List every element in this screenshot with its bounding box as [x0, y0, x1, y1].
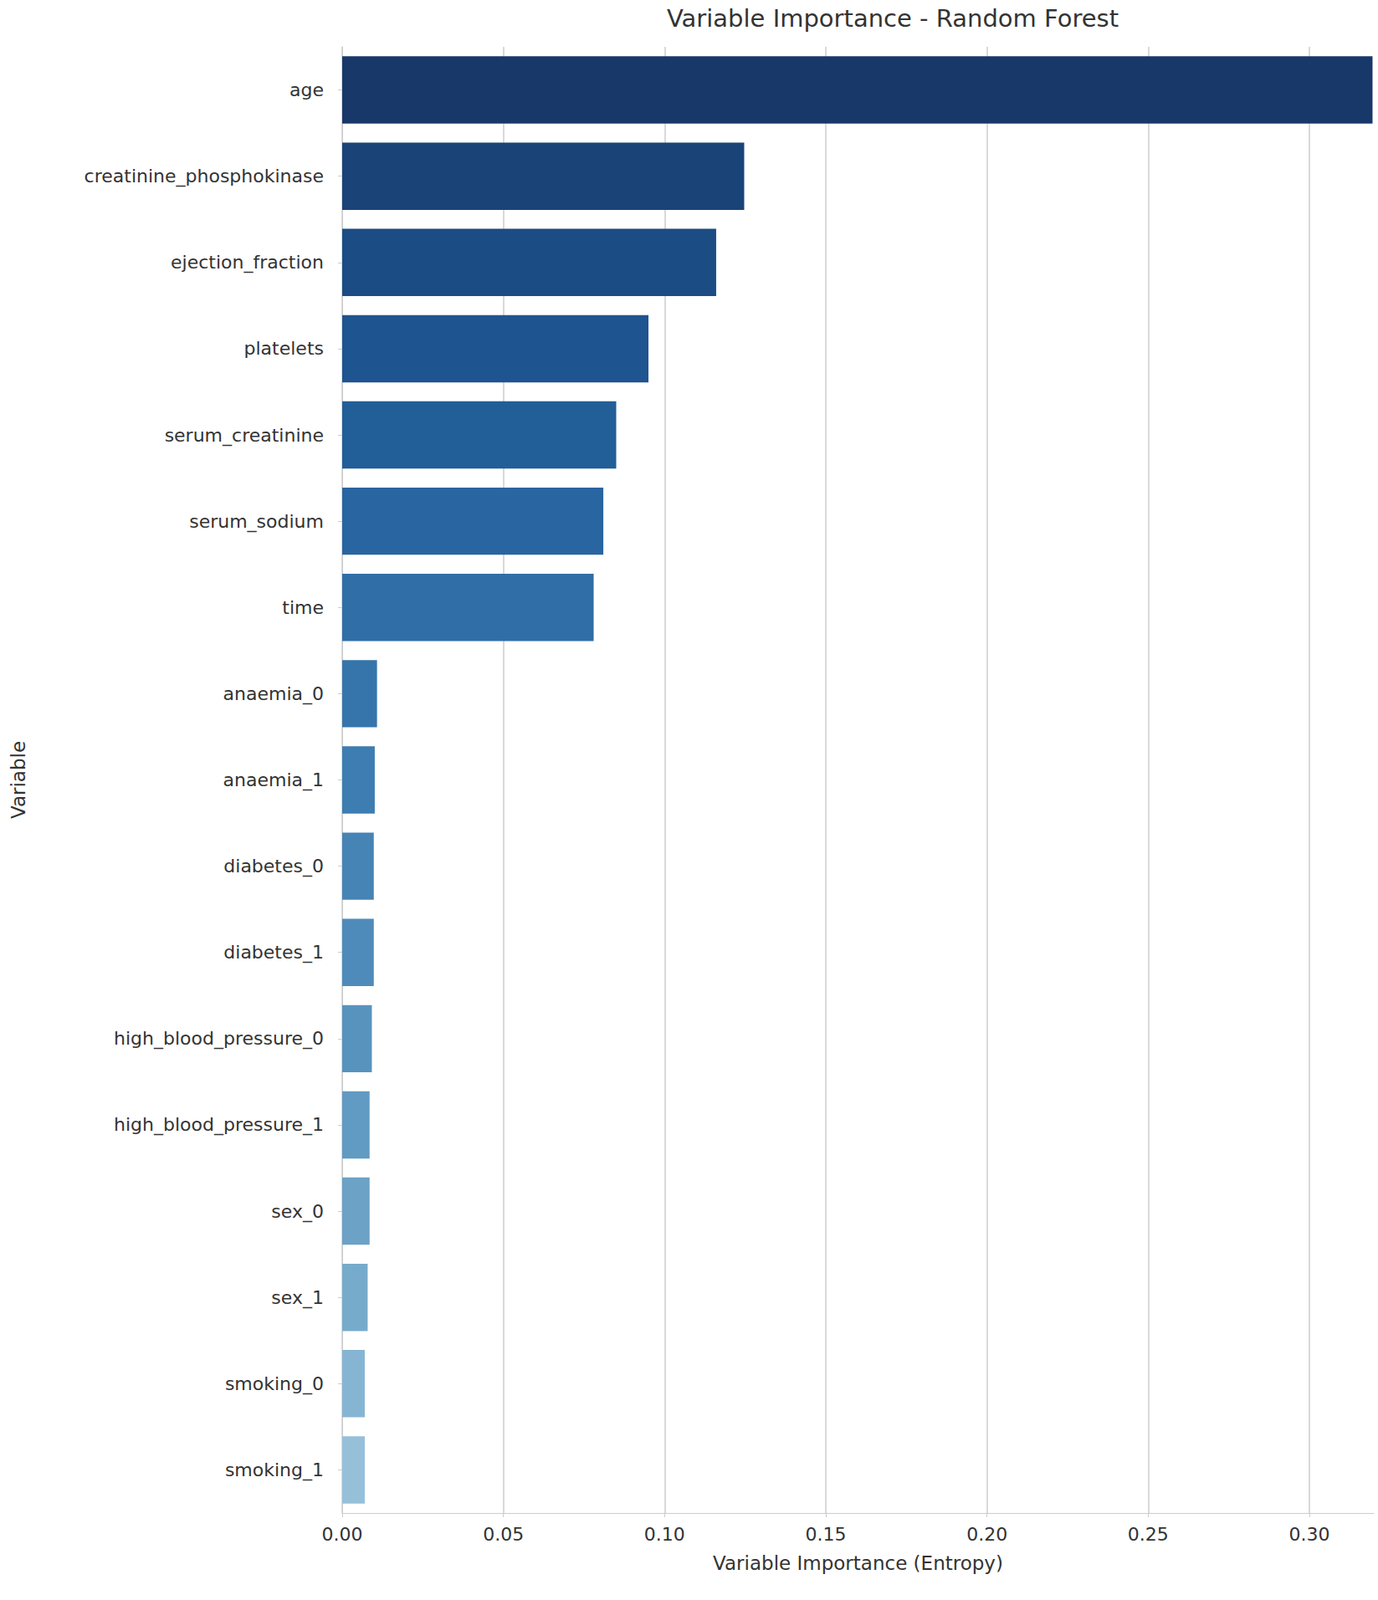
svg-text:Variable: Variable: [7, 741, 30, 820]
svg-text:0.00: 0.00: [322, 1524, 364, 1546]
svg-text:0.10: 0.10: [644, 1524, 686, 1546]
svg-text:0.20: 0.20: [966, 1524, 1008, 1546]
svg-text:0.15: 0.15: [804, 1524, 846, 1546]
svg-text:ejection_fraction: ejection_fraction: [170, 251, 324, 274]
svg-text:serum_creatinine: serum_creatinine: [164, 425, 324, 447]
svg-text:creatinine_phosphokinase: creatinine_phosphokinase: [84, 165, 324, 188]
svg-text:high_blood_pressure_0: high_blood_pressure_0: [113, 1028, 324, 1051]
svg-text:0.25: 0.25: [1127, 1524, 1169, 1546]
svg-text:sex_1: sex_1: [271, 1287, 324, 1310]
svg-text:platelets: platelets: [244, 338, 324, 359]
svg-text:age: age: [289, 79, 324, 101]
svg-text:serum_sodium: serum_sodium: [189, 511, 324, 533]
svg-text:smoking_1: smoking_1: [225, 1459, 324, 1482]
svg-text:0.30: 0.30: [1288, 1524, 1330, 1546]
svg-text:0.05: 0.05: [482, 1524, 524, 1546]
svg-text:time: time: [281, 597, 324, 619]
svg-text:anaemia_1: anaemia_1: [223, 769, 324, 792]
svg-text:Variable Importance (Entropy): Variable Importance (Entropy): [712, 1552, 1004, 1575]
svg-text:smoking_0: smoking_0: [225, 1373, 324, 1396]
svg-text:anaemia_0: anaemia_0: [223, 683, 324, 706]
svg-text:diabetes_0: diabetes_0: [223, 855, 324, 878]
svg-text:Variable Importance - Random F: Variable Importance - Random Forest: [666, 4, 1119, 33]
svg-text:high_blood_pressure_1: high_blood_pressure_1: [113, 1114, 324, 1137]
svg-text:sex_0: sex_0: [271, 1201, 324, 1224]
svg-text:diabetes_1: diabetes_1: [223, 942, 324, 964]
